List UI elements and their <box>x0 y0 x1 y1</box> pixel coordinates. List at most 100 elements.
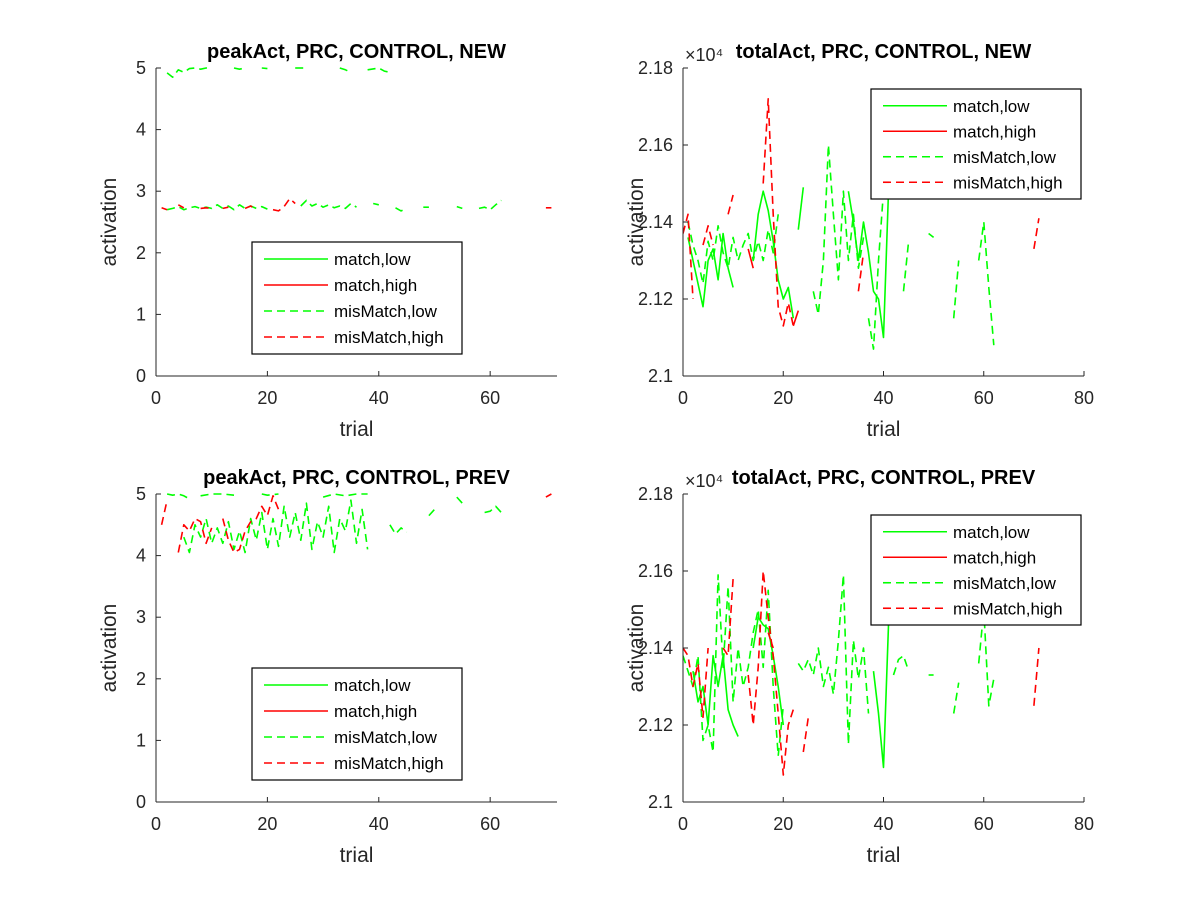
y-tick-label: 4 <box>136 120 146 140</box>
series-line-3-seg-2 <box>812 144 865 316</box>
legend-box <box>870 88 1082 200</box>
y-exponent-label: ×10⁴ <box>685 471 723 491</box>
legend-label: misMatch,high <box>953 599 1063 618</box>
legend-label: match,low <box>334 676 411 695</box>
legend-label: misMatch,low <box>953 574 1057 593</box>
y-axis-label: activation <box>98 604 121 693</box>
series-group <box>161 67 552 212</box>
series-line-4-seg-5 <box>857 252 865 292</box>
x-tick-label: 40 <box>873 388 893 408</box>
chart-4: 0 20 40 60 80 2.1 2.12 2.14 2.16 2.18 ×10⁴ totalAct… <box>625 467 1094 867</box>
y-axis-label: activation <box>625 604 648 693</box>
x-tick-label: 0 <box>678 814 688 834</box>
series-line-3-seg-9 <box>484 505 502 514</box>
series-line-3-seg-5 <box>322 493 368 498</box>
y-tick-label: 2 <box>136 243 146 263</box>
legend-label: misMatch,low <box>334 302 438 321</box>
series-line-3-seg-10 <box>395 207 407 212</box>
series-line-3-seg-5 <box>928 232 935 239</box>
series-line-3-seg-3 <box>867 191 885 350</box>
series-line-4-seg-3 <box>200 207 212 210</box>
y-tick-label: 2.14 <box>638 212 673 232</box>
y-tick-label: 5 <box>136 58 146 78</box>
series-line-3-seg-6 <box>952 260 960 319</box>
y-exponent-label: ×10⁴ <box>685 45 723 65</box>
legend: match,low match,high misMatch,low misMatch,… <box>251 241 463 355</box>
y-tick-label: 2.16 <box>638 135 673 155</box>
series-line-3-seg-3 <box>892 654 910 676</box>
x-axis-label: trial <box>340 418 374 441</box>
y-tick-label: 2.12 <box>638 715 673 735</box>
series-line-2-seg-1 <box>747 248 754 269</box>
x-tick-label: 60 <box>480 388 500 408</box>
series-line-4-seg-1 <box>161 207 168 211</box>
legend-box <box>251 667 463 781</box>
series-line-4-seg-6 <box>272 197 296 212</box>
chart-3: 0 20 40 60 0 1 2 3 4 5 peakAct, PRC, CONTROL, PREV… <box>98 467 557 867</box>
y-tick-label: 1 <box>136 304 146 324</box>
series-line-3-seg-3 <box>261 67 268 70</box>
series-line-4-seg-3 <box>222 494 280 554</box>
y-tick-label: 2.1 <box>648 792 673 812</box>
series-line-4-seg-4 <box>802 717 810 753</box>
legend: match,low match,high misMatch,low misMatch,… <box>870 514 1082 626</box>
legend-label: misMatch,low <box>334 728 438 747</box>
y-tick-label: 0 <box>136 792 146 812</box>
x-tick-label: 0 <box>678 388 688 408</box>
series-line-1-seg-3 <box>797 187 805 230</box>
series-line-3-seg-9 <box>373 202 379 206</box>
series-line-4-seg-6 <box>1033 218 1040 250</box>
series-line-3-seg-4 <box>261 493 279 497</box>
x-tick-label: 0 <box>151 388 161 408</box>
legend: match,low match,high misMatch,low misMatch,… <box>251 667 463 781</box>
y-axis-label: activation <box>625 178 648 267</box>
legend-label: misMatch,high <box>334 328 444 347</box>
chart-title: totalAct, PRC, CONTROL, NEW <box>736 41 1032 63</box>
series-line-3-seg-8 <box>456 496 463 504</box>
series-line-3-seg-1 <box>687 214 779 285</box>
series-line-3-seg-5 <box>339 67 352 74</box>
y-tick-label: 1 <box>136 730 146 750</box>
y-tick-label: 0 <box>136 366 146 386</box>
series-line-3-seg-5 <box>952 682 960 714</box>
y-tick-label: 2.18 <box>638 484 673 504</box>
series-line-3-seg-7 <box>977 221 995 346</box>
series-line-3-seg-6 <box>389 524 408 535</box>
y-tick-label: 4 <box>136 546 146 566</box>
series-line-3-seg-4 <box>902 241 910 292</box>
series-line-2-seg-2 <box>792 310 800 327</box>
legend-label: misMatch,high <box>334 754 444 773</box>
series-line-1-seg-3 <box>872 624 890 769</box>
x-tick-label: 60 <box>480 814 500 834</box>
x-tick-label: 20 <box>773 814 793 834</box>
series-line-1-seg-1 <box>687 232 734 308</box>
x-tick-label: 40 <box>369 814 389 834</box>
series-line-3-seg-1 <box>166 493 190 500</box>
y-tick-label: 3 <box>136 607 146 627</box>
y-tick-label: 2.12 <box>638 289 673 309</box>
chart-title: totalAct, PRC, CONTROL, PREV <box>732 467 1036 489</box>
series-line-4-seg-2 <box>177 204 185 209</box>
legend-label: match,high <box>334 702 417 721</box>
y-tick-label: 2.18 <box>638 58 673 78</box>
series-line-1-seg-2 <box>752 190 795 319</box>
series-line-4-seg-5 <box>1033 647 1040 706</box>
series-line-4-seg-3 <box>727 194 734 215</box>
chart-title: peakAct, PRC, CONTROL, NEW <box>207 41 506 63</box>
legend-label: match,high <box>953 548 1036 567</box>
legend-box <box>870 514 1082 626</box>
series-group <box>160 493 552 554</box>
legend-label: match,low <box>953 523 1030 542</box>
x-tick-label: 60 <box>974 388 994 408</box>
legend-label: match,high <box>953 122 1036 141</box>
series-line-3-seg-8 <box>300 199 357 210</box>
x-tick-label: 80 <box>1074 814 1094 834</box>
x-axis-label: trial <box>867 844 901 867</box>
y-axis-label: activation <box>98 178 121 267</box>
series-group <box>683 98 1040 350</box>
series-line-4-seg-2 <box>702 225 714 246</box>
y-tick-label: 3 <box>136 181 146 201</box>
legend: match,low match,high misMatch,low misMatch,… <box>870 88 1082 200</box>
series-line-3-seg-2 <box>797 574 870 746</box>
series-line-3-seg-3 <box>200 493 235 497</box>
